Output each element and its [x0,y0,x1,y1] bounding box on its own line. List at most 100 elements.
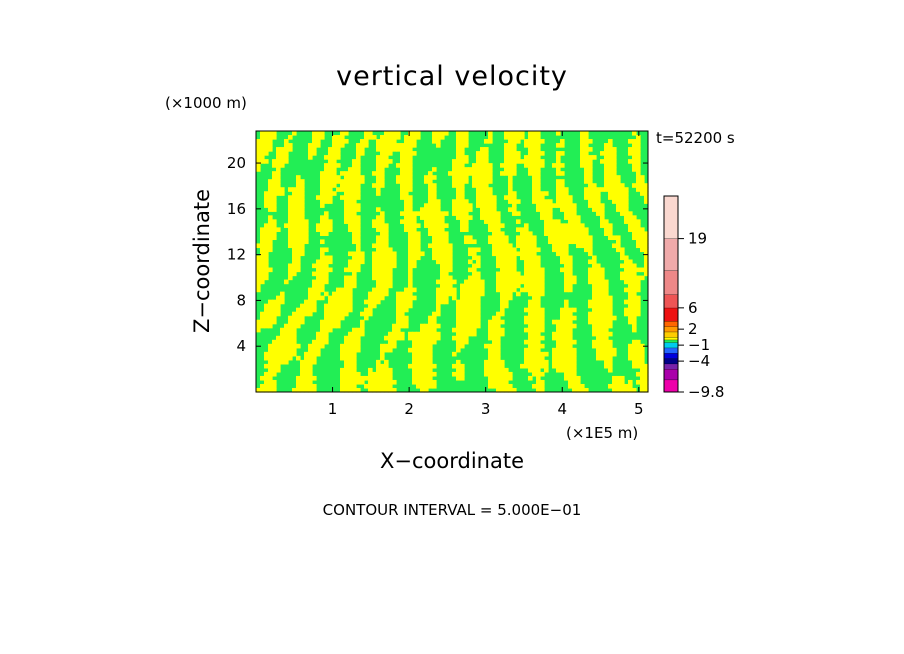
field-cell-positive [536,287,541,293]
field-cell-positive [476,191,481,196]
field-cell-positive [400,163,405,168]
field-cell-positive [472,255,477,261]
field-cell-positive [580,235,585,241]
field-cell-positive [332,147,337,152]
field-cell-positive [576,219,581,224]
field-cell-positive [532,283,537,289]
field-cell-positive [620,383,625,389]
field-cell-positive [416,255,421,261]
field-cell-positive [592,291,597,297]
field-cell-positive [536,187,541,192]
field-cell-positive [384,271,389,277]
field-cell-positive [636,339,641,345]
field-cell-positive [260,159,265,164]
field-cell-positive [532,279,537,285]
field-cell-positive [416,131,421,136]
field-cell-positive [440,219,445,224]
field-cell-positive [456,171,461,176]
field-cell-positive [560,231,565,236]
field-cell-positive [516,131,521,136]
field-cell-positive [448,283,453,289]
field-cell-positive [436,335,441,341]
field-cell-positive [568,307,573,313]
field-cell-positive [408,151,413,156]
field-cell-positive [532,171,537,176]
field-cell-positive [332,295,337,301]
field-cell-positive [588,271,593,277]
field-cell-positive [340,287,345,293]
field-cell-positive [484,195,489,200]
field-cell-positive [312,387,317,393]
field-cell-positive [564,215,569,220]
field-cell-positive [552,239,557,245]
field-cell-positive [256,159,261,164]
field-cell-positive [348,259,353,265]
field-cell-positive [596,303,601,309]
field-cell-positive [376,143,381,148]
field-cell-positive [604,167,609,172]
field-cell-positive [436,259,441,265]
field-cell-positive [528,335,533,341]
field-cell-positive [464,291,469,297]
field-cell-positive [412,379,417,385]
field-cell-positive [416,231,421,236]
field-cell-positive [380,147,385,152]
field-cell-positive [488,375,493,381]
field-cell-positive [424,387,429,393]
field-cell-positive [564,259,569,265]
field-cell-positive [536,143,541,148]
field-cell-positive [628,259,633,265]
field-cell-positive [504,255,509,261]
field-cell-positive [340,291,345,297]
field-cell-positive [384,255,389,261]
field-cell-positive [312,291,317,297]
field-cell-positive [568,239,573,245]
field-cell-positive [324,275,329,281]
field-cell-positive [376,247,381,253]
field-cell-positive [464,327,469,333]
field-cell-positive [304,359,309,365]
field-cell-positive [564,319,569,325]
field-cell-positive [556,239,561,245]
field-cell-positive [508,163,513,168]
field-cell-positive [384,131,389,136]
field-cell-positive [352,355,357,361]
field-cell-positive [308,347,313,353]
field-cell-positive [352,215,357,220]
field-cell-positive [572,219,577,224]
field-cell-positive [260,131,265,136]
field-cell-positive [348,195,353,200]
field-cell-positive [408,239,413,245]
field-cell-positive [268,303,273,309]
field-cell-positive [348,355,353,361]
field-cell-positive [384,267,389,273]
field-cell-positive [260,143,265,148]
field-cell-positive [608,351,613,357]
field-cell-positive [292,347,297,353]
field-cell-positive [564,207,569,212]
field-cell-positive [380,295,385,301]
field-cell-positive [436,279,441,285]
field-cell-positive [468,287,473,293]
field-cell-positive [428,231,433,236]
field-cell-positive [520,255,525,261]
field-cell-positive [612,379,617,385]
colorbar-level [664,196,678,239]
field-cell-positive [432,315,437,321]
field-cell-positive [496,243,501,249]
field-cell-positive [376,299,381,305]
field-cell-positive [540,267,545,273]
field-cell-positive [532,275,537,281]
field-cell-positive [320,203,325,208]
field-cell-positive [260,239,265,245]
field-cell-positive [644,183,649,188]
field-cell-positive [416,239,421,245]
field-cell-positive [268,375,273,381]
colorbar-level [664,294,678,308]
field-cell-positive [512,159,517,164]
field-cell-positive [508,167,513,172]
field-cell-positive [592,203,597,208]
field-cell-positive [296,231,301,236]
field-cell-positive [636,187,641,192]
field-cell-positive [408,139,413,144]
